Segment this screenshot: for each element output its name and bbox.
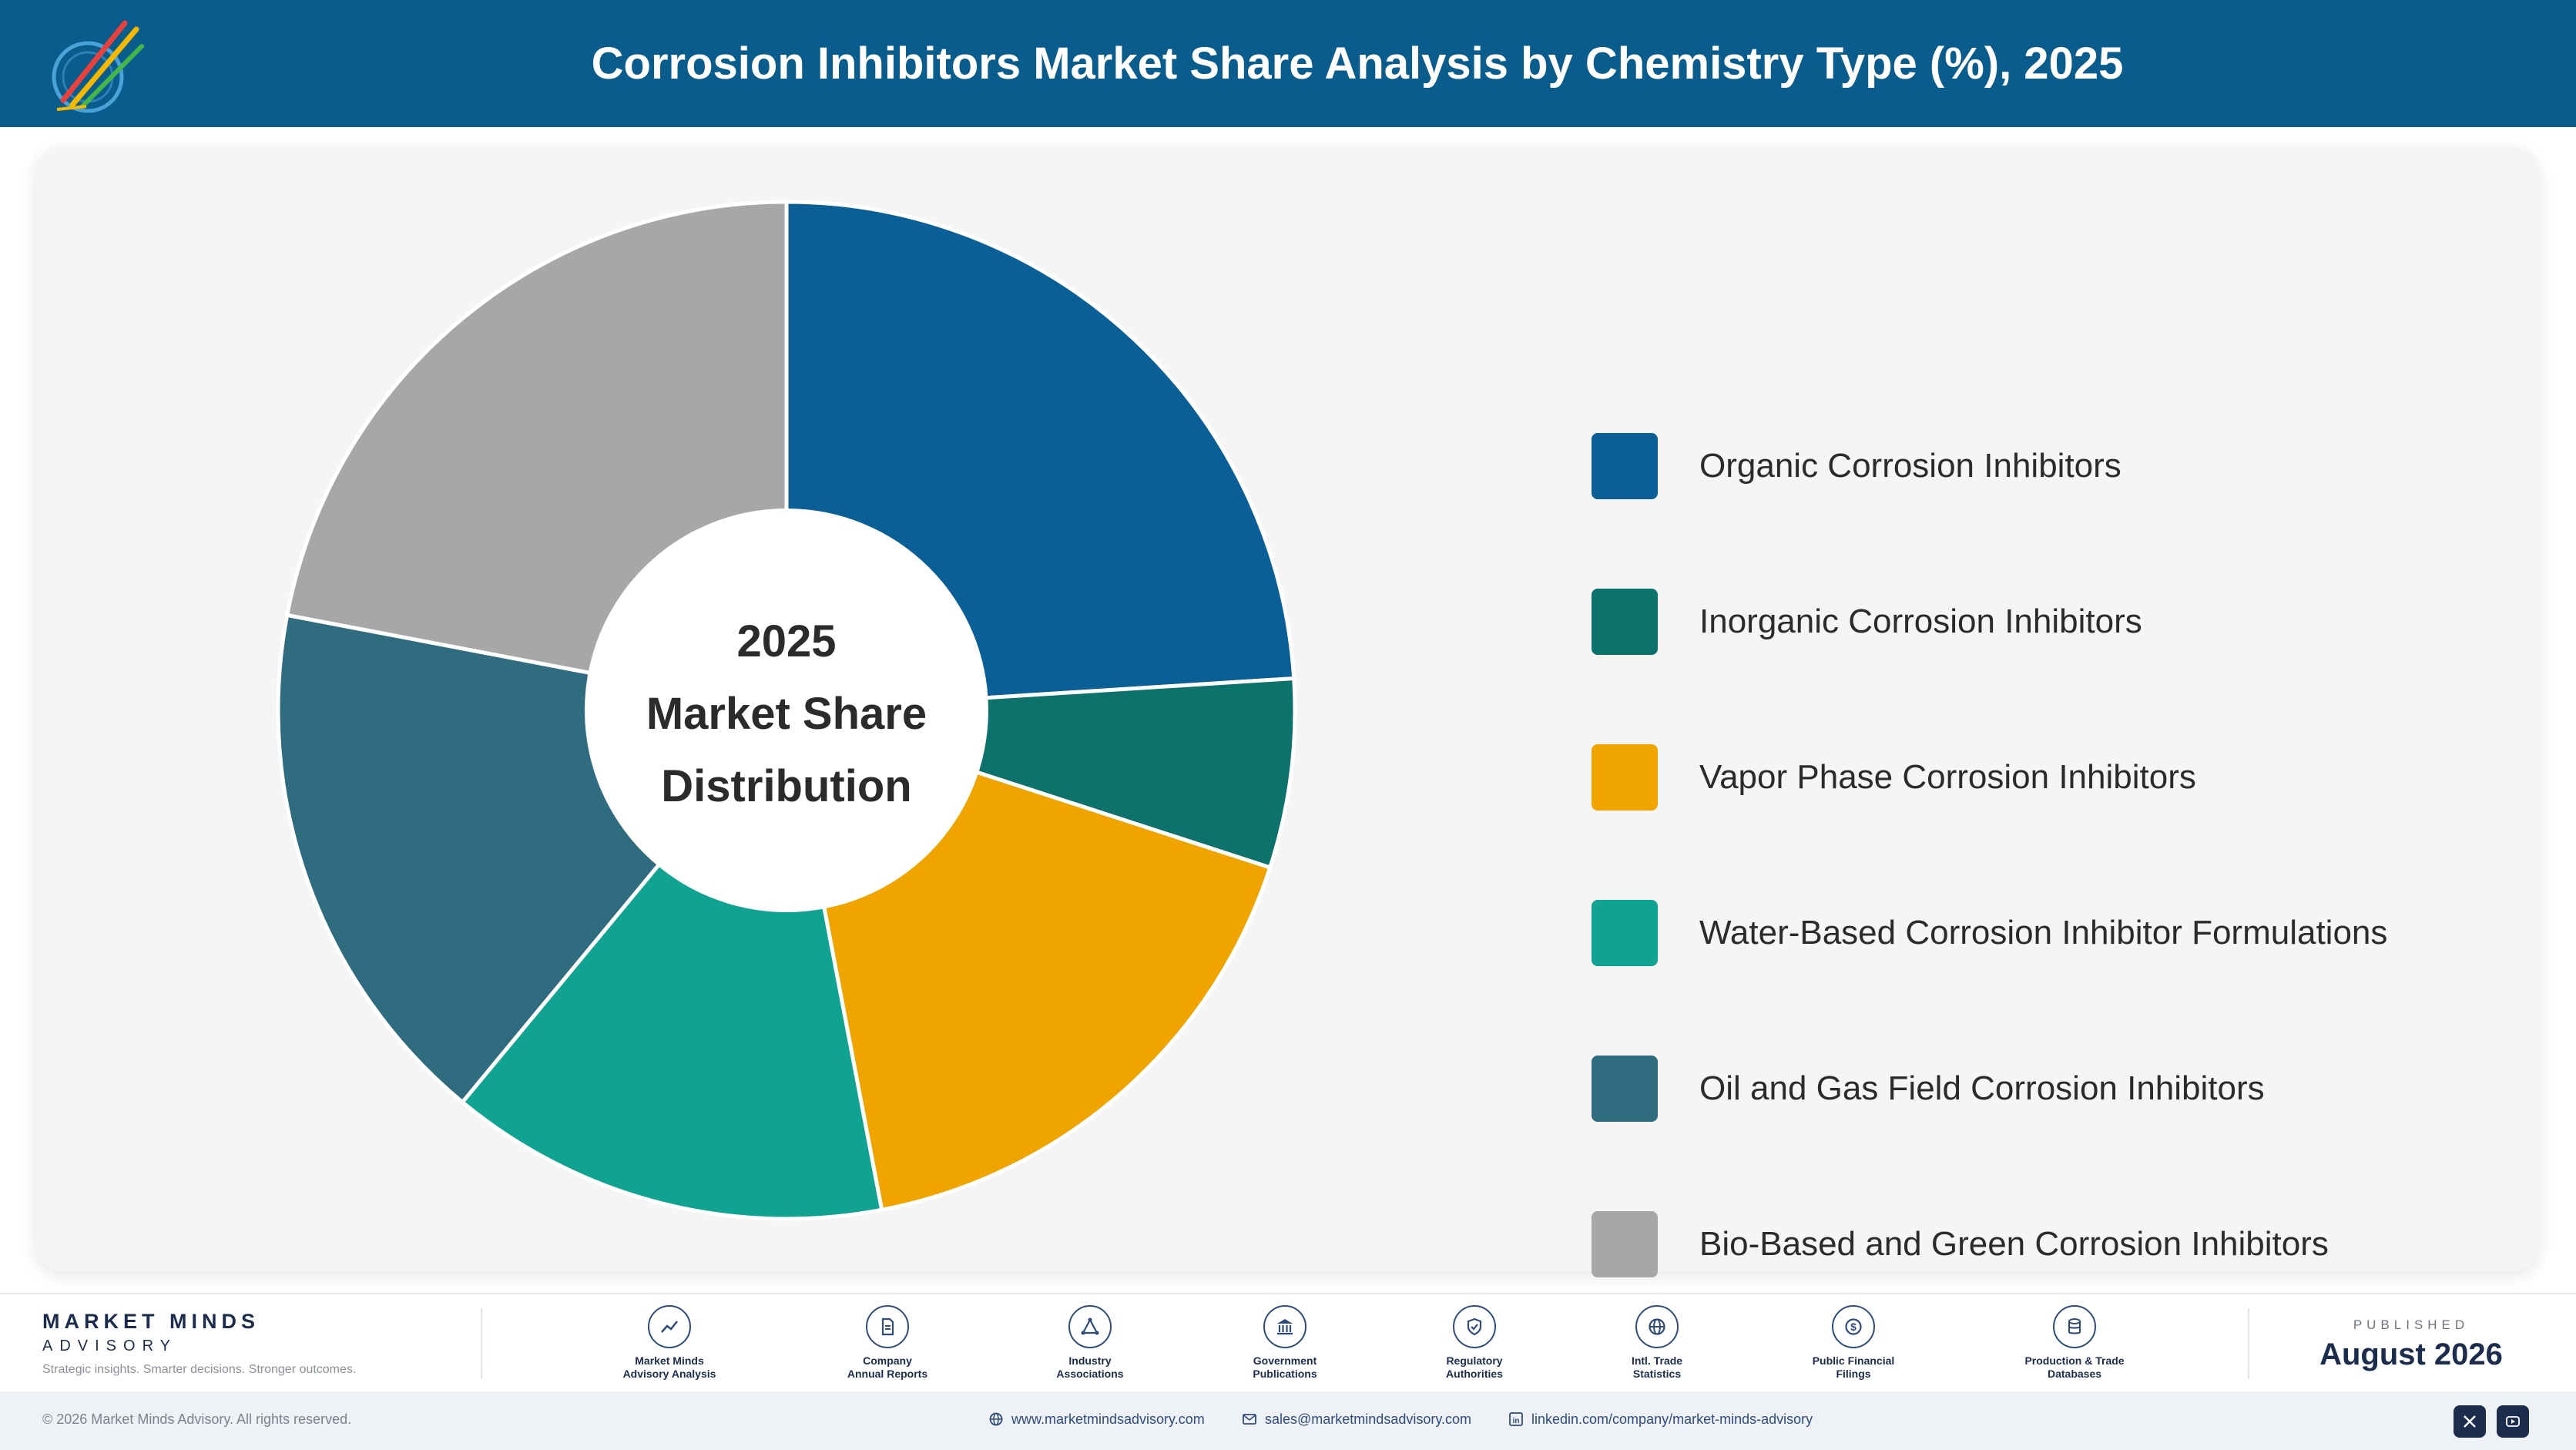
legend-label: Oil and Gas Field Corrosion Inhibitors [1699, 1069, 2265, 1107]
brand-subtitle: ADVISORY [42, 1338, 177, 1354]
legend-label: Organic Corrosion Inhibitors [1699, 447, 2122, 485]
source-label-line2: Associations [1056, 1368, 1124, 1380]
source-label-line2: Advisory Analysis [622, 1368, 716, 1380]
center-label-line-2: Market Share [646, 689, 927, 739]
legend-swatch [1592, 1211, 1658, 1277]
legend-swatch [1592, 589, 1658, 655]
divider [2248, 1308, 2249, 1379]
header-bar: Corrosion Inhibitors Market Share Analys… [0, 0, 2576, 127]
chart-line-icon [648, 1305, 691, 1348]
source-financial-filings: $ Public Financial Filings [1784, 1305, 1923, 1381]
legend-label: Bio-Based and Green Corrosion Inhibitors [1699, 1225, 2329, 1263]
legend-label: Inorganic Corrosion Inhibitors [1699, 602, 2142, 640]
website-link[interactable]: www.marketmindsadvisory.com [988, 1411, 1205, 1428]
source-label: Industry Associations [1021, 1354, 1159, 1381]
brand-name: MARKET MINDS [42, 1310, 260, 1333]
building-icon [1263, 1305, 1306, 1348]
published-label: PUBLISHED [2353, 1317, 2470, 1332]
linkedin-icon: in [1509, 1412, 1523, 1426]
source-label-line1: Production & Trade [2024, 1354, 2125, 1367]
source-label-line1: Government [1253, 1354, 1317, 1367]
website-text[interactable]: www.marketmindsadvisory.com [1011, 1411, 1205, 1427]
center-label-line-3: Distribution [661, 761, 911, 811]
source-label: Intl. Trade Statistics [1588, 1354, 1726, 1381]
logo-icon [52, 20, 144, 113]
svg-text:$: $ [1850, 1321, 1857, 1333]
footer-contact-bar: © 2026 Market Minds Advisory. All rights… [0, 1391, 2576, 1450]
source-advisory-analysis: Market Minds Advisory Analysis [600, 1305, 739, 1381]
legend-item-water-based: Water-Based Corrosion Inhibitor Formulat… [1592, 900, 2554, 966]
source-label: Company Annual Reports [818, 1354, 957, 1381]
source-label: Government Publications [1216, 1354, 1354, 1381]
source-label: Production & Trade Databases [2005, 1354, 2144, 1381]
source-label-line1: Market Minds [635, 1354, 704, 1367]
source-label-line1: Company [863, 1354, 912, 1367]
source-government-publications: Government Publications [1216, 1305, 1354, 1381]
divider [481, 1308, 482, 1379]
network-icon [1068, 1305, 1112, 1348]
email-text[interactable]: sales@marketmindsadvisory.com [1265, 1411, 1472, 1427]
mail-icon [1243, 1414, 1256, 1425]
legend-item-oil-gas: Oil and Gas Field Corrosion Inhibitors [1592, 1056, 2554, 1122]
database-icon [2053, 1305, 2096, 1348]
pie-center-hole [585, 509, 988, 912]
source-label: Regulatory Authorities [1405, 1354, 1544, 1381]
youtube-social-button[interactable] [2497, 1405, 2529, 1438]
legend-label: Water-Based Corrosion Inhibitor Formulat… [1699, 914, 2388, 952]
globe-icon [989, 1412, 1003, 1426]
source-trade-statistics: Intl. Trade Statistics [1588, 1305, 1726, 1381]
x-icon [2464, 1415, 2476, 1428]
center-label-year: 2025 [736, 616, 836, 666]
linkedin-link[interactable]: in linkedin.com/company/market-minds-advi… [1508, 1411, 1813, 1428]
legend-swatch [1592, 744, 1658, 811]
legend-item-organic: Organic Corrosion Inhibitors [1592, 433, 2554, 499]
brand-tagline: Strategic insights. Smarter decisions. S… [42, 1363, 357, 1376]
source-regulatory-authorities: Regulatory Authorities [1405, 1305, 1544, 1381]
legend-swatch [1592, 900, 1658, 966]
email-link[interactable]: sales@marketmindsadvisory.com [1242, 1411, 1471, 1428]
dollar-icon: $ [1832, 1305, 1875, 1348]
source-label-line2: Databases [2047, 1368, 2102, 1380]
pie-chart: 2025 Market Share Distribution [276, 200, 1297, 1221]
footer-sources-bar: MARKET MINDS ADVISORY Strategic insights… [0, 1293, 2576, 1391]
copyright-text: © 2026 Market Minds Advisory. All rights… [42, 1411, 352, 1427]
source-label-line1: Regulatory [1446, 1354, 1503, 1367]
document-icon [866, 1305, 909, 1348]
shield-icon [1453, 1305, 1496, 1348]
source-label-line1: Public Financial [1812, 1354, 1895, 1367]
published-date: August 2026 [2319, 1338, 2503, 1371]
source-label-line2: Statistics [1632, 1368, 1682, 1380]
linkedin-text[interactable]: linkedin.com/company/market-minds-adviso… [1531, 1411, 1813, 1427]
source-industry-associations: Industry Associations [1021, 1305, 1159, 1381]
legend-swatch [1592, 433, 1658, 499]
x-social-button[interactable] [2454, 1405, 2486, 1438]
page-title: Corrosion Inhibitors Market Share Analys… [591, 39, 2124, 89]
source-trade-databases: Production & Trade Databases [2005, 1305, 2144, 1381]
source-label-line1: Industry [1068, 1354, 1112, 1367]
source-label-line1: Intl. Trade [1631, 1354, 1683, 1367]
source-label-line2: Filings [1836, 1368, 1871, 1380]
source-label: Market Minds Advisory Analysis [600, 1354, 739, 1381]
legend-label: Vapor Phase Corrosion Inhibitors [1699, 758, 2196, 796]
legend-swatch [1592, 1056, 1658, 1122]
legend-item-vapor-phase: Vapor Phase Corrosion Inhibitors [1592, 744, 2554, 811]
youtube-icon [2506, 1416, 2520, 1427]
source-label-line2: Annual Reports [847, 1368, 928, 1380]
globe-icon [1635, 1305, 1679, 1348]
source-label-line2: Publications [1253, 1368, 1317, 1380]
svg-text:in: in [1513, 1417, 1520, 1425]
source-label-line2: Authorities [1446, 1368, 1503, 1380]
legend-item-bio-based: Bio-Based and Green Corrosion Inhibitors [1592, 1211, 2554, 1277]
source-label: Public Financial Filings [1784, 1354, 1923, 1381]
source-annual-reports: Company Annual Reports [818, 1305, 957, 1381]
legend-item-inorganic: Inorganic Corrosion Inhibitors [1592, 589, 2554, 655]
chart-card: 2025 Market Share Distribution Organic C… [35, 146, 2539, 1277]
